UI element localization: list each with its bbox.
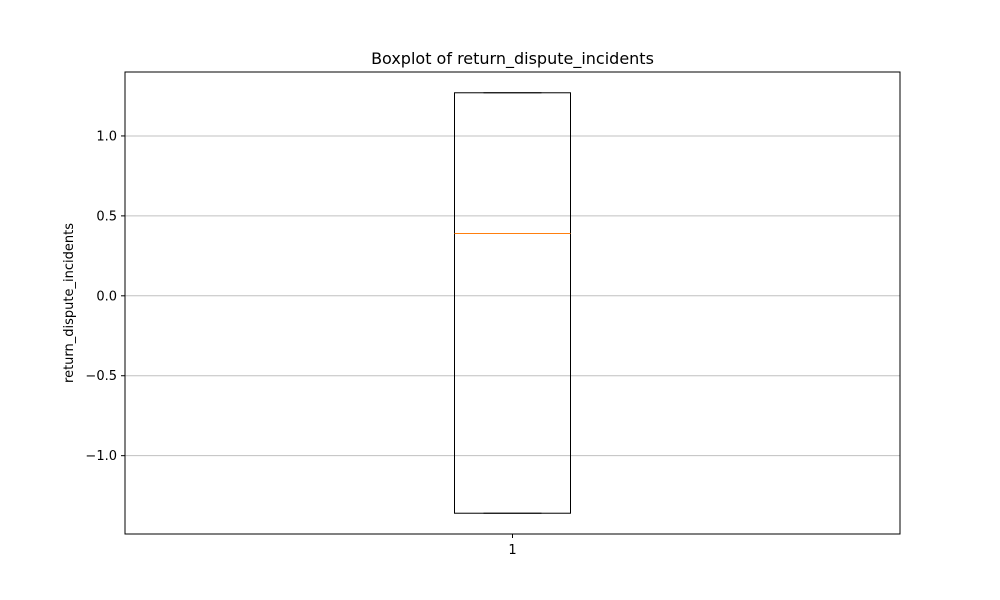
y-tick-label: 0.5: [96, 209, 117, 224]
y-tick-label: 0.0: [96, 289, 117, 304]
plot-area-frame: [124, 71, 901, 535]
y-tick-label: −0.5: [85, 369, 117, 384]
y-axis-label: return_dispute_incidents: [62, 223, 77, 383]
x-axis-ticks: 1: [508, 534, 517, 558]
chart-title: Boxplot of return_dispute_incidents: [371, 49, 654, 69]
box-layer: [454, 92, 571, 514]
y-axis-ticks: −1.0 −0.5 0.0 0.5 1.0: [85, 129, 125, 464]
y-tick-label: 1.0: [96, 129, 117, 144]
x-tick-label: 1: [508, 543, 516, 558]
y-tick-label: −1.0: [85, 449, 117, 464]
iqr-box: [454, 92, 571, 514]
grid-layer: [125, 135, 900, 457]
